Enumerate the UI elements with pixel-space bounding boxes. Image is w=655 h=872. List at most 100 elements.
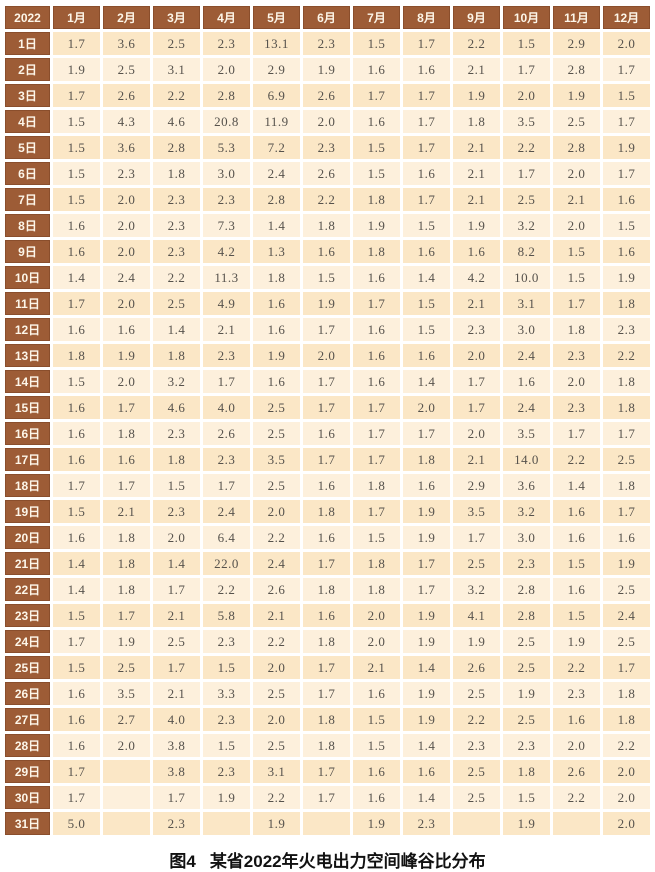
value-cell: 1.7 bbox=[53, 84, 100, 107]
figure-title-text: 某省2022年火电出力空间峰谷比分布 bbox=[209, 852, 486, 871]
value-cell: 1.8 bbox=[603, 370, 650, 393]
value-cell: 2.3 bbox=[203, 630, 250, 653]
value-cell: 1.9 bbox=[403, 604, 450, 627]
value-cell: 1.4 bbox=[403, 734, 450, 757]
value-cell: 2.0 bbox=[103, 370, 150, 393]
value-cell: 1.6 bbox=[503, 370, 550, 393]
value-cell: 1.4 bbox=[403, 656, 450, 679]
value-cell: 1.5 bbox=[353, 162, 400, 185]
value-cell: 1.7 bbox=[453, 396, 500, 419]
value-cell: 1.5 bbox=[553, 552, 600, 575]
value-cell: 2.1 bbox=[253, 604, 300, 627]
table-row: 25日 1.5 2.5 1.7 1.5 2.0 1.7 2.1 1.4 2.6 2.5 2.2 1.7 bbox=[5, 656, 650, 679]
value-cell: 2.8 bbox=[503, 604, 550, 627]
day-label-cell: 6日 bbox=[5, 162, 50, 185]
value-cell: 1.6 bbox=[353, 760, 400, 783]
value-cell: 1.9 bbox=[253, 344, 300, 367]
table-row: 27日 1.6 2.7 4.0 2.3 2.0 1.8 1.5 1.9 2.2 2.5 1.6 1.8 bbox=[5, 708, 650, 731]
value-cell: 1.8 bbox=[303, 500, 350, 523]
value-cell: 1.9 bbox=[303, 58, 350, 81]
value-cell: 2.5 bbox=[153, 32, 200, 55]
value-cell: 2.5 bbox=[453, 682, 500, 705]
value-cell: 1.8 bbox=[303, 214, 350, 237]
value-cell: 1.6 bbox=[403, 344, 450, 367]
value-cell: 1.5 bbox=[553, 240, 600, 263]
value-cell: 2.5 bbox=[103, 656, 150, 679]
value-cell: 2.5 bbox=[153, 292, 200, 315]
value-cell: 1.4 bbox=[553, 474, 600, 497]
value-cell: 2.0 bbox=[203, 58, 250, 81]
table-row: 11日 1.7 2.0 2.5 4.9 1.6 1.9 1.7 1.5 2.1 3.1 1.7 1.8 bbox=[5, 292, 650, 315]
value-cell: 1.7 bbox=[103, 604, 150, 627]
value-cell: 1.5 bbox=[503, 786, 550, 809]
value-cell bbox=[203, 812, 250, 835]
value-cell: 1.7 bbox=[503, 58, 550, 81]
value-cell: 1.7 bbox=[603, 422, 650, 445]
value-cell: 3.5 bbox=[503, 422, 550, 445]
value-cell: 1.7 bbox=[403, 422, 450, 445]
value-cell: 1.9 bbox=[253, 812, 300, 835]
value-cell: 4.9 bbox=[203, 292, 250, 315]
value-cell: 2.3 bbox=[603, 318, 650, 341]
value-cell: 1.9 bbox=[53, 58, 100, 81]
value-cell: 2.3 bbox=[203, 344, 250, 367]
value-cell: 1.7 bbox=[403, 188, 450, 211]
value-cell: 1.7 bbox=[453, 370, 500, 393]
value-cell: 1.7 bbox=[403, 552, 450, 575]
value-cell: 6.9 bbox=[253, 84, 300, 107]
value-cell: 2.5 bbox=[553, 110, 600, 133]
value-cell: 1.7 bbox=[53, 292, 100, 315]
value-cell: 3.3 bbox=[203, 682, 250, 705]
value-cell: 1.4 bbox=[53, 552, 100, 575]
value-cell: 2.0 bbox=[253, 656, 300, 679]
value-cell: 2.0 bbox=[303, 110, 350, 133]
value-cell: 2.2 bbox=[253, 786, 300, 809]
value-cell: 2.2 bbox=[253, 630, 300, 653]
day-label-cell: 16日 bbox=[5, 422, 50, 445]
value-cell: 1.5 bbox=[403, 292, 450, 315]
value-cell: 1.8 bbox=[353, 188, 400, 211]
value-cell: 1.8 bbox=[303, 630, 350, 653]
table-row: 12日 1.6 1.6 1.4 2.1 1.6 1.7 1.6 1.5 2.3 3.0 1.8 2.3 bbox=[5, 318, 650, 341]
value-cell: 2.7 bbox=[103, 708, 150, 731]
value-cell: 14.0 bbox=[503, 448, 550, 471]
day-label-cell: 18日 bbox=[5, 474, 50, 497]
value-cell: 1.5 bbox=[153, 474, 200, 497]
value-cell: 1.8 bbox=[603, 682, 650, 705]
value-cell: 2.3 bbox=[453, 734, 500, 757]
value-cell: 2.8 bbox=[553, 58, 600, 81]
value-cell: 2.1 bbox=[453, 188, 500, 211]
value-cell: 1.7 bbox=[553, 292, 600, 315]
value-cell: 1.7 bbox=[53, 786, 100, 809]
value-cell: 2.1 bbox=[453, 162, 500, 185]
value-cell: 3.5 bbox=[253, 448, 300, 471]
value-cell: 1.3 bbox=[253, 240, 300, 263]
day-label-cell: 7日 bbox=[5, 188, 50, 211]
value-cell: 2.0 bbox=[353, 630, 400, 653]
value-cell: 1.5 bbox=[503, 32, 550, 55]
day-label-cell: 26日 bbox=[5, 682, 50, 705]
day-label-cell: 11日 bbox=[5, 292, 50, 315]
value-cell: 2.5 bbox=[153, 630, 200, 653]
value-cell: 2.4 bbox=[203, 500, 250, 523]
value-cell: 1.7 bbox=[603, 110, 650, 133]
value-cell: 2.6 bbox=[203, 422, 250, 445]
figure-number-label: 图4 bbox=[169, 852, 196, 871]
table-row: 5日 1.5 3.6 2.8 5.3 7.2 2.3 1.5 1.7 2.1 2.2 2.8 1.9 bbox=[5, 136, 650, 159]
month-header-cell: 5月 bbox=[253, 6, 300, 29]
table-body: 1日 1.7 3.6 2.5 2.3 13.1 2.3 1.5 1.7 2.2 1.5 2.9 2.0 2… bbox=[5, 32, 650, 835]
value-cell: 2.2 bbox=[303, 188, 350, 211]
value-cell: 2.0 bbox=[603, 760, 650, 783]
value-cell: 1.8 bbox=[553, 318, 600, 341]
value-cell: 1.8 bbox=[303, 708, 350, 731]
value-cell: 3.6 bbox=[103, 136, 150, 159]
value-cell: 1.9 bbox=[303, 292, 350, 315]
value-cell: 1.5 bbox=[53, 162, 100, 185]
value-cell: 1.6 bbox=[253, 292, 300, 315]
value-cell: 1.4 bbox=[403, 786, 450, 809]
value-cell: 5.8 bbox=[203, 604, 250, 627]
value-cell: 1.8 bbox=[353, 240, 400, 263]
day-label-cell: 9日 bbox=[5, 240, 50, 263]
value-cell: 1.6 bbox=[403, 240, 450, 263]
